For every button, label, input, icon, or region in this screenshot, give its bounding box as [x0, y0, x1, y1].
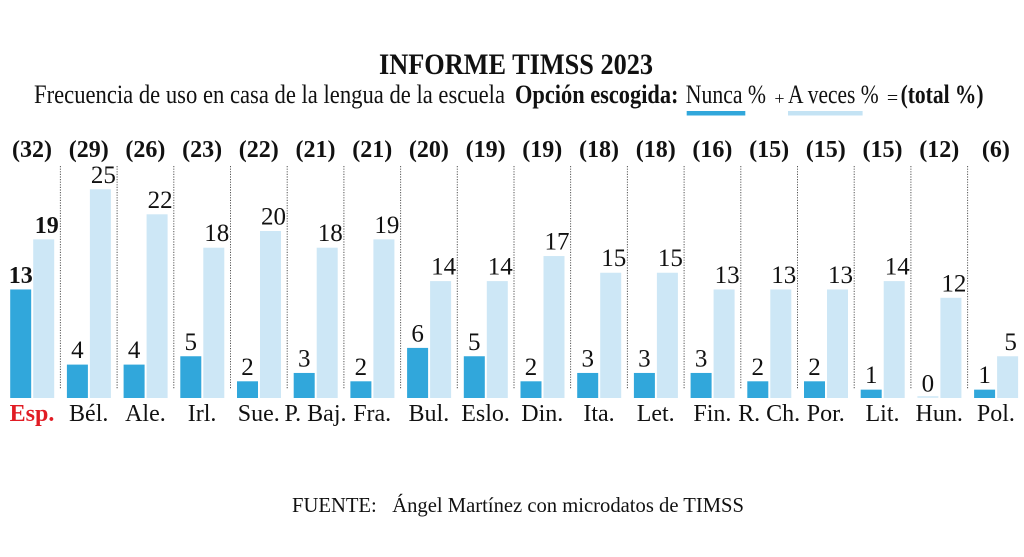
- svg-text:Fra.: Fra.: [353, 401, 391, 427]
- svg-text:2: 2: [752, 354, 765, 381]
- svg-text:3: 3: [638, 345, 651, 372]
- svg-text:5: 5: [185, 329, 198, 356]
- svg-text:2: 2: [808, 354, 821, 381]
- svg-text:Din.: Din.: [521, 401, 563, 427]
- svg-text:(15): (15): [749, 137, 789, 163]
- svg-text:14: 14: [488, 254, 514, 281]
- svg-text:19: 19: [35, 213, 59, 239]
- svg-text:25: 25: [91, 162, 116, 189]
- svg-text:18: 18: [204, 220, 229, 247]
- svg-text:(20): (20): [409, 137, 449, 163]
- svg-text:4: 4: [71, 337, 84, 364]
- svg-text:0: 0: [922, 371, 935, 398]
- svg-text:(23): (23): [182, 137, 222, 163]
- svg-text:+: +: [774, 89, 784, 109]
- svg-text:13: 13: [828, 262, 853, 289]
- svg-text:(21): (21): [296, 137, 336, 163]
- svg-text:P. Baj.: P. Baj.: [284, 401, 346, 427]
- svg-text:(26): (26): [125, 137, 165, 163]
- svg-text:5: 5: [1004, 329, 1017, 356]
- svg-text:Irl.: Irl.: [188, 401, 217, 427]
- svg-text:(15): (15): [863, 137, 903, 163]
- svg-text:3: 3: [695, 345, 708, 372]
- svg-text:Bél.: Bél.: [69, 401, 108, 427]
- svg-text:(12): (12): [919, 137, 959, 163]
- svg-text:15: 15: [601, 245, 626, 272]
- svg-text:(19): (19): [522, 137, 562, 163]
- svg-text:22: 22: [148, 187, 173, 214]
- svg-text:A veces %: A veces %: [788, 80, 879, 109]
- svg-text:6: 6: [411, 320, 424, 347]
- svg-text:=: =: [887, 88, 898, 110]
- svg-text:FUENTE: Ángel Martínez con mi: FUENTE: Ángel Martínez con microdatos de…: [292, 493, 744, 517]
- svg-text:2: 2: [525, 354, 538, 381]
- svg-text:3: 3: [298, 345, 311, 372]
- svg-text:(18): (18): [636, 137, 676, 163]
- svg-text:(6): (6): [982, 137, 1010, 163]
- svg-text:3: 3: [581, 345, 594, 372]
- svg-text:(22): (22): [239, 137, 279, 163]
- svg-text:18: 18: [318, 220, 343, 247]
- svg-text:2: 2: [241, 354, 254, 381]
- svg-text:Ale.: Ale.: [125, 401, 166, 427]
- svg-text:Lit.: Lit.: [866, 401, 900, 427]
- svg-text:1: 1: [865, 362, 878, 389]
- svg-text:(15): (15): [806, 137, 846, 163]
- svg-text:Bul.: Bul.: [409, 401, 450, 427]
- svg-text:R. Ch.: R. Ch.: [738, 401, 800, 427]
- svg-text:Frecuencia de uso en casa de l: Frecuencia de uso en casa de la lengua d…: [34, 80, 505, 109]
- svg-text:Hun.: Hun.: [916, 401, 963, 427]
- svg-text:5: 5: [468, 329, 481, 356]
- svg-text:Pol.: Pol.: [977, 401, 1015, 427]
- svg-text:INFORME TIMSS 2023: INFORME TIMSS 2023: [379, 48, 653, 81]
- svg-text:Esp.: Esp.: [10, 401, 55, 427]
- svg-text:Sue.: Sue.: [238, 401, 280, 427]
- svg-text:Por.: Por.: [807, 401, 845, 427]
- svg-text:12: 12: [941, 270, 966, 297]
- svg-text:Eslo.: Eslo.: [461, 401, 510, 427]
- svg-text:19: 19: [374, 212, 399, 239]
- svg-text:Fin.: Fin.: [693, 401, 731, 427]
- svg-text:(29): (29): [69, 137, 109, 163]
- svg-text:2: 2: [355, 354, 368, 381]
- svg-text:Opción escogida:: Opción escogida:: [515, 80, 679, 109]
- svg-text:(21): (21): [352, 137, 392, 163]
- svg-text:17: 17: [545, 229, 570, 256]
- svg-text:Let.: Let.: [637, 401, 675, 427]
- svg-text:14: 14: [431, 254, 457, 281]
- svg-text:1: 1: [978, 362, 991, 389]
- svg-text:(total %): (total %): [901, 80, 984, 109]
- svg-text:4: 4: [128, 337, 141, 364]
- svg-text:13: 13: [715, 262, 740, 289]
- svg-text:13: 13: [9, 263, 33, 289]
- svg-text:(18): (18): [579, 137, 619, 163]
- svg-text:14: 14: [885, 254, 911, 281]
- svg-text:(32): (32): [12, 137, 52, 163]
- svg-text:(16): (16): [692, 137, 732, 163]
- svg-text:20: 20: [261, 204, 286, 231]
- svg-text:(19): (19): [466, 137, 506, 163]
- svg-text:13: 13: [771, 262, 796, 289]
- svg-text:15: 15: [658, 245, 683, 272]
- svg-text:Nunca %: Nunca %: [686, 80, 766, 109]
- svg-text:Ita.: Ita.: [583, 401, 614, 427]
